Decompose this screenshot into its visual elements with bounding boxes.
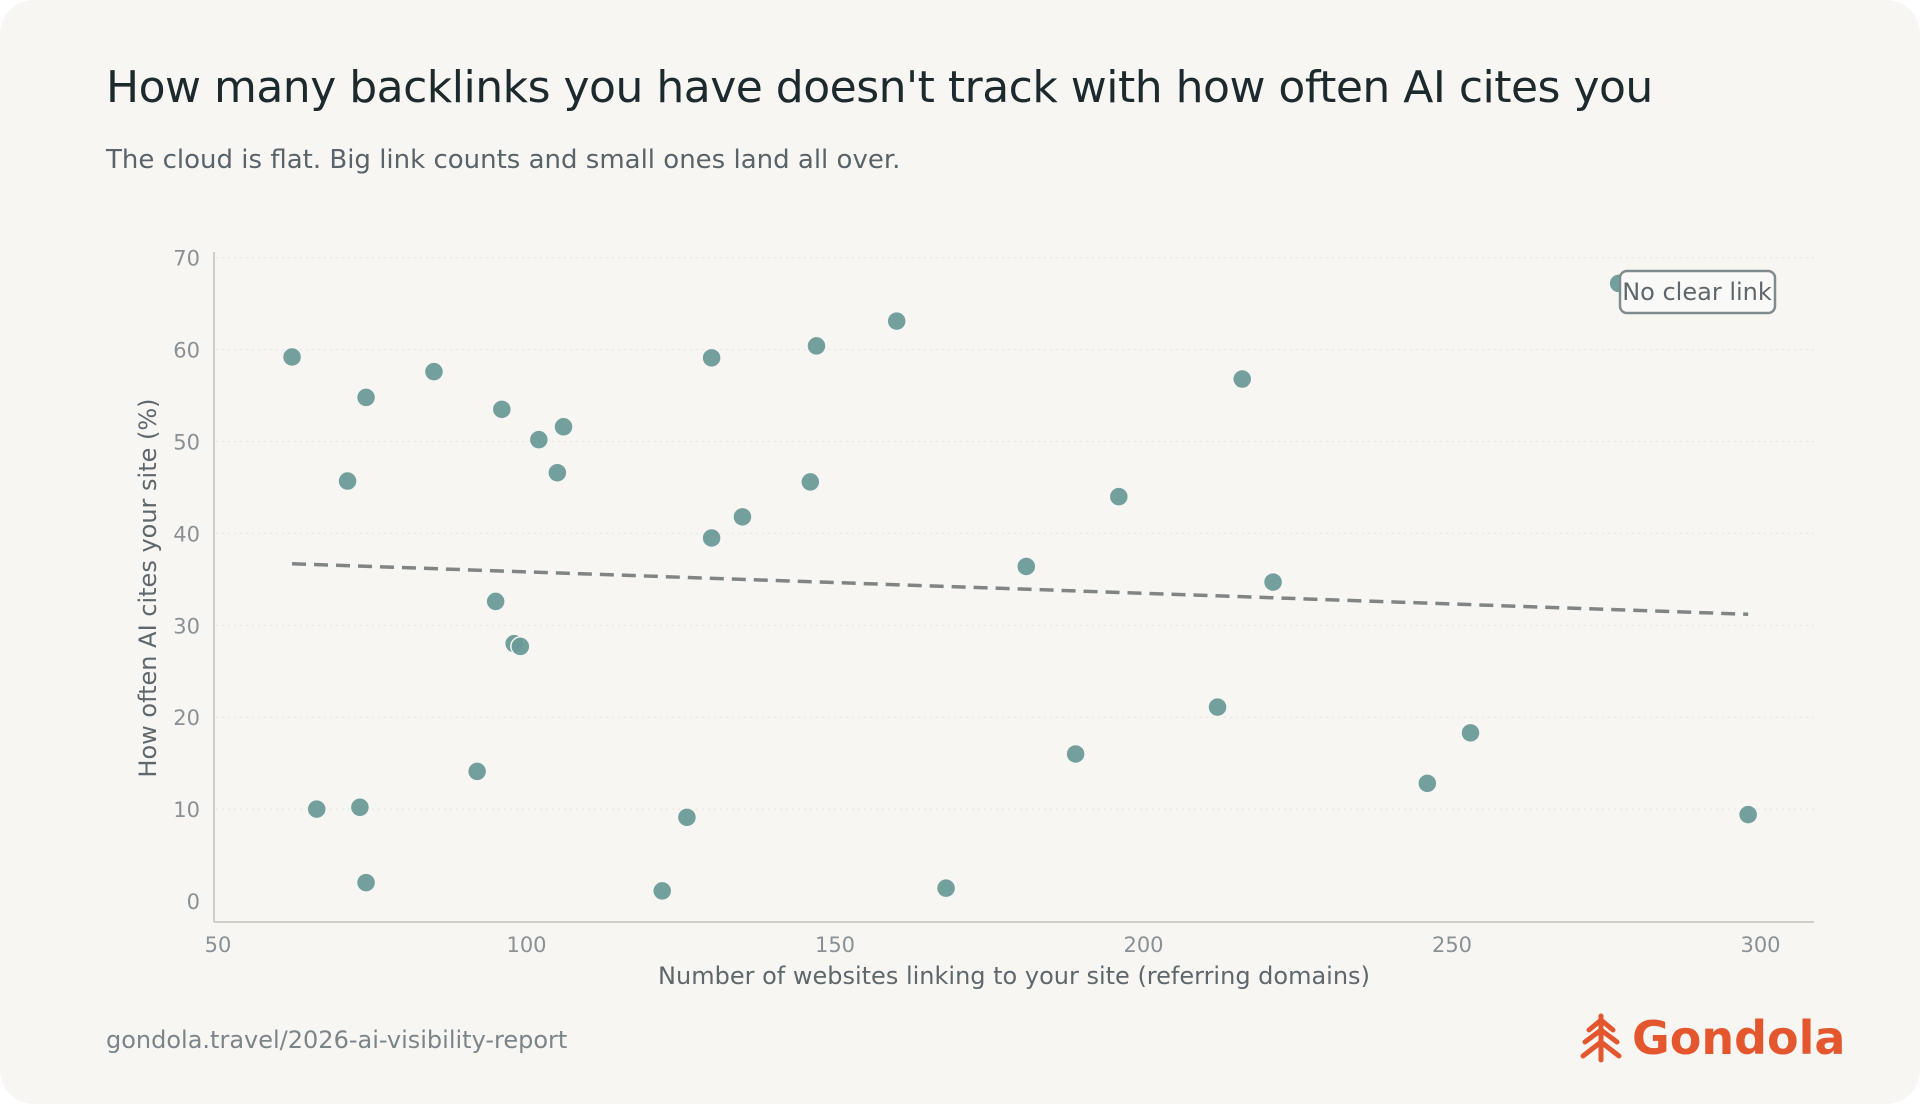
y-tick-label: 60 — [173, 339, 200, 363]
data-point — [1207, 696, 1228, 718]
brand-name: Gondola — [1632, 1011, 1846, 1065]
data-point — [676, 807, 698, 828]
data-point — [1262, 571, 1284, 593]
data-point — [349, 797, 371, 818]
chart-subtitle: The cloud is flat. Big link counts and s… — [106, 145, 901, 175]
data-point — [886, 310, 907, 332]
data-point — [355, 387, 377, 408]
data-point — [1108, 486, 1130, 507]
data-point — [806, 335, 827, 357]
gondola-chevron-logo-icon — [1580, 1013, 1622, 1063]
data-point — [355, 872, 377, 893]
x-axis-label: Number of websites linking to your site … — [658, 962, 1370, 990]
axis-layer: 0 10 20 30 40 50 60 70 50 100 150 200 250 300 — [173, 247, 1814, 957]
data-point — [337, 470, 358, 492]
brand-logo[interactable]: Gondola — [1580, 1010, 1845, 1066]
data-point — [800, 471, 821, 493]
y-tick-label: 0 — [187, 890, 200, 914]
grid-layer — [216, 257, 1814, 810]
trend-line — [291, 561, 1749, 617]
y-tick-label: 30 — [173, 614, 200, 638]
y-tick-label: 20 — [173, 706, 200, 730]
footer-url[interactable]: gondola.travel/2026-ai-visibility-report — [106, 1026, 568, 1054]
data-point — [281, 346, 303, 368]
x-tick-label: 150 — [815, 933, 855, 957]
data-point — [701, 347, 722, 369]
data-point — [1460, 722, 1481, 744]
x-tick-label: 200 — [1123, 933, 1163, 957]
data-point — [1016, 556, 1037, 577]
labels-layer: Number of websites linking to your site … — [134, 269, 1777, 990]
chart-title: How many backlinks you have doesn't trac… — [106, 62, 1653, 113]
points-layer — [281, 273, 1759, 902]
data-point — [528, 429, 550, 450]
data-point — [491, 399, 513, 420]
data-point — [651, 880, 673, 902]
y-tick-label: 40 — [173, 522, 200, 546]
y-tick-label: 10 — [173, 798, 200, 822]
annotation-box — [1618, 269, 1777, 315]
data-point — [510, 636, 531, 657]
x-tick-label: 300 — [1740, 933, 1780, 957]
data-point — [1231, 368, 1253, 390]
data-point — [701, 527, 722, 549]
data-point — [935, 877, 957, 899]
data-point — [1417, 773, 1438, 794]
data-point — [466, 761, 488, 782]
data-point — [1065, 743, 1086, 765]
x-tick-label: 100 — [506, 933, 546, 957]
annotation-text: No clear link — [1622, 278, 1772, 306]
data-point — [485, 591, 506, 612]
data-point — [1737, 804, 1759, 825]
y-tick-label: 50 — [173, 431, 200, 455]
y-tick-label: 70 — [173, 247, 200, 271]
data-point — [553, 416, 574, 438]
data-point — [306, 798, 327, 820]
x-tick-label: 50 — [205, 933, 232, 957]
data-point — [547, 462, 568, 483]
data-point — [423, 361, 445, 382]
y-axis-label: How often AI cites your site (%) — [134, 398, 162, 777]
trend-layer — [291, 561, 1749, 617]
data-point — [732, 506, 753, 528]
x-tick-label: 250 — [1432, 933, 1472, 957]
